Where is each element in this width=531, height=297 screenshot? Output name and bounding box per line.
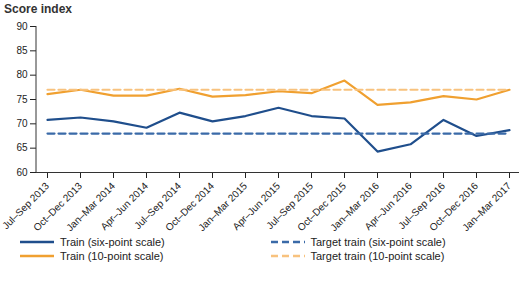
svg-text:70: 70	[16, 118, 28, 129]
svg-text:Oct–Dec 2015: Oct–Dec 2015	[295, 180, 349, 234]
html-text:Train (10-point scale): Train (10-point scale)	[60, 250, 164, 262]
svg-text:Oct–Dec 2013: Oct–Dec 2013	[31, 180, 85, 234]
svg-text:Jul–Sep 2016: Jul–Sep 2016	[396, 180, 448, 232]
svg-text:65: 65	[16, 142, 28, 153]
svg-text:Apr–Jun 2014: Apr–Jun 2014	[98, 180, 151, 232]
svg-text:80: 80	[16, 69, 28, 80]
svg-text:60: 60	[16, 167, 28, 178]
html-text:Target train (10-point scale): Target train (10-point scale)	[310, 250, 445, 262]
svg-text:Apr–Jun 2015: Apr–Jun 2015	[230, 180, 283, 232]
svg-text:Apr–Jun 2016: Apr–Jun 2016	[362, 180, 415, 232]
svg-text:90: 90	[16, 21, 28, 32]
svg-text:Jul–Sep 2013: Jul–Sep 2013	[0, 180, 52, 232]
html-text:Score index: Score index	[4, 2, 72, 16]
html-text:Train (six-point scale): Train (six-point scale)	[60, 236, 165, 248]
svg-text:85: 85	[16, 45, 28, 56]
svg-text:Oct–Dec 2016: Oct–Dec 2016	[427, 180, 481, 234]
svg-text:Jul–Sep 2014: Jul–Sep 2014	[132, 180, 184, 232]
svg-text:Jan–Mar 2014: Jan–Mar 2014	[64, 180, 118, 234]
svg-text:Jan–Mar 2016: Jan–Mar 2016	[328, 180, 382, 234]
svg-text:75: 75	[16, 94, 28, 105]
svg-text:Jan–Mar 2015: Jan–Mar 2015	[196, 180, 250, 234]
svg-text:Oct–Dec 2014: Oct–Dec 2014	[163, 180, 217, 234]
svg-text:Jan–Mar 2017: Jan–Mar 2017	[460, 180, 513, 233]
html-text:Target train (six-point scale): Target train (six-point scale)	[310, 236, 446, 248]
svg-text:Jul–Sep 2015: Jul–Sep 2015	[264, 180, 316, 232]
